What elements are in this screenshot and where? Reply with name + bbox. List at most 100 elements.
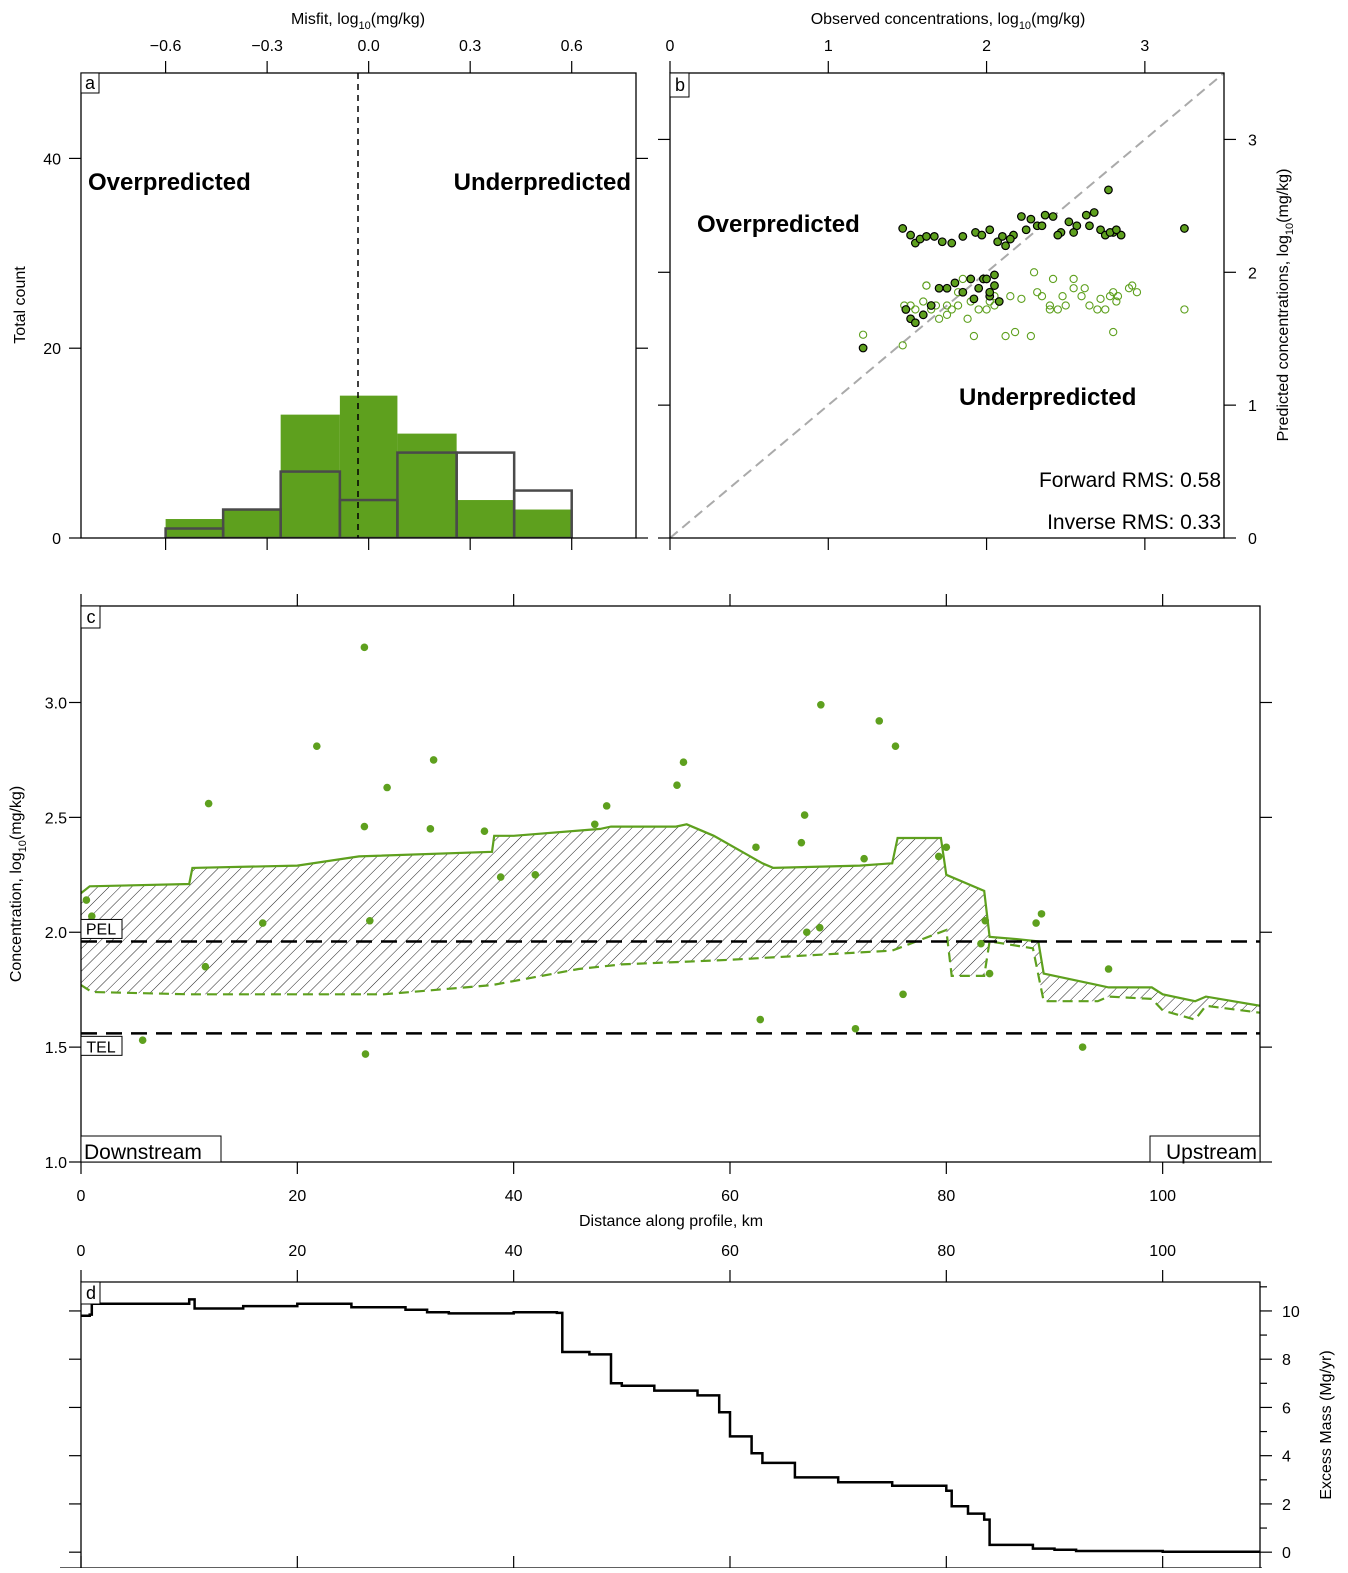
panel-c-upstream-label: Upstream — [1149, 1135, 1261, 1164]
scatter-point-filled — [1040, 210, 1050, 220]
scatter-point-filled — [977, 230, 987, 240]
scatter-point-filled — [1104, 185, 1113, 195]
panel-b-frame — [669, 72, 1225, 539]
panel-a-xtick-label: 0.6 — [561, 38, 583, 55]
scatter-point-open — [1128, 281, 1137, 290]
panel-b-tag: b — [669, 72, 690, 98]
panel-a-ytick-label: 0 — [52, 531, 61, 548]
panel-a-histogram: Misfit, log10(mg/kg) −0.6 −0.3 0.0 0.3 0.6 0 2… — [12, 11, 648, 550]
panel-c-axes: 0 20 40 60 80 100 1.0 1.5 2.0 2.5 3.0 — [45, 594, 1272, 1205]
svg-text:PEL: PEL — [86, 921, 116, 938]
panel-a-xtick-label: −0.6 — [150, 38, 182, 55]
scatter-point-filled — [910, 318, 920, 328]
scatter-point-filled — [969, 294, 979, 304]
scatter-point-open — [958, 274, 967, 284]
panel-d-xtick-label: 40 — [505, 1243, 523, 1260]
observation-point — [934, 852, 943, 861]
scatter-point-open — [974, 305, 983, 314]
panel-b-xtick-label: 3 — [1140, 38, 1149, 55]
observation-point — [258, 919, 267, 927]
observation-point — [1032, 919, 1040, 927]
panel-d-axes: 0 20 40 60 80 100 0 2 4 6 8 10 — [60, 1243, 1300, 1569]
panel-c-downstream-label: Downstream — [80, 1135, 222, 1164]
panel-b-overpredicted-label: Overpredicted — [697, 211, 860, 238]
observation-point — [875, 717, 884, 725]
observation-point — [679, 758, 688, 767]
panel-b-xlabel: Observed concentrations, log10(mg/kg) — [811, 11, 1086, 32]
panel-b-xtick-label: 0 — [666, 38, 675, 55]
panel-c-pel-label: PEL — [80, 918, 123, 939]
scatter-point-open — [1112, 297, 1121, 306]
panel-d-tag: d — [80, 1281, 101, 1305]
scatter-point-filled — [985, 225, 995, 235]
svg-text:Upstream: Upstream — [1166, 1141, 1257, 1164]
svg-text:Downstream: Downstream — [84, 1141, 202, 1164]
panel-c-upper-line — [81, 823, 1260, 1007]
scatter-point-filled — [1081, 210, 1091, 220]
scatter-point-filled — [937, 237, 947, 247]
scatter-point-filled — [1085, 221, 1094, 231]
scatter-point-filled — [1116, 230, 1126, 240]
histogram-bar-filled — [339, 395, 398, 538]
panel-c-xtick-label: 100 — [1149, 1188, 1176, 1205]
panel-d-ytick-label: 6 — [1282, 1400, 1291, 1417]
panel-b-scatter: Observed concentrations, log10(mg/kg) 0 1… — [658, 11, 1296, 550]
histogram-bar-outline — [512, 489, 573, 538]
scatter-point-filled — [1069, 228, 1079, 237]
scatter-point-filled — [1048, 212, 1058, 221]
scatter-point-filled — [1037, 221, 1047, 231]
panel-d-ytick-label: 4 — [1282, 1449, 1291, 1466]
observation-point — [985, 969, 994, 978]
scatter-point-filled — [1053, 230, 1063, 240]
panel-b-axes: 0 1 2 3 0 1 2 3 — [658, 38, 1257, 550]
observation-point — [860, 854, 868, 863]
panel-b-inverse-rms: Inverse RMS: 0.33 — [1047, 511, 1221, 534]
observation-point — [590, 820, 599, 829]
panel-c-xtick-label: 80 — [937, 1188, 955, 1205]
panel-c-ytick-label: 2.0 — [45, 925, 67, 942]
scatter-point-open — [1101, 305, 1110, 314]
observation-point — [88, 912, 96, 920]
scatter-point-filled — [1064, 217, 1074, 227]
scatter-point-open — [1096, 294, 1105, 304]
histogram-bar-filled — [223, 509, 281, 538]
scatter-point-filled — [929, 232, 939, 241]
panel-a-overpredicted-label: Overpredicted — [88, 169, 251, 196]
scatter-point-open — [1029, 268, 1039, 277]
svg-text:a: a — [85, 73, 96, 93]
panel-c-lower-line — [81, 928, 1260, 1021]
panel-d-frame — [80, 1281, 1261, 1568]
scatter-point-open — [1026, 331, 1036, 341]
scatter-point-open — [1045, 305, 1055, 314]
panel-d-ytick-label: 10 — [1282, 1304, 1300, 1321]
observation-point — [891, 742, 900, 750]
scatter-point-filled — [994, 297, 1004, 306]
observation-point — [82, 896, 91, 904]
scatter-point-open — [947, 305, 956, 314]
scatter-point-open — [1017, 294, 1026, 304]
panel-c-xtick-label: 20 — [288, 1188, 306, 1205]
panel-c-xtick-label: 60 — [721, 1188, 739, 1205]
histogram-bar-filled — [456, 500, 515, 538]
scatter-point-filled — [898, 224, 908, 233]
observation-point — [1078, 1043, 1087, 1051]
panel-a-bars — [164, 395, 573, 538]
panel-d-xtick-label: 100 — [1149, 1243, 1176, 1260]
scatter-point-filled — [1021, 225, 1031, 235]
panel-c-xlabel: Distance along profile, km — [579, 1213, 763, 1230]
scatter-point-filled — [958, 287, 968, 297]
scatter-point-open — [1006, 292, 1015, 301]
scatter-point-filled — [990, 281, 999, 290]
observation-point — [360, 822, 369, 831]
panel-d-excess-mass: 0 20 40 60 80 100 0 2 4 6 8 10 d Excess Mass (Mg/yr… — [60, 1243, 1335, 1569]
scatter-point-open — [1180, 305, 1189, 314]
scatter-point-open — [1077, 292, 1086, 301]
panel-a-frame — [80, 72, 637, 539]
panel-b-ytick-label: 0 — [1248, 531, 1257, 548]
panel-a-ytick-label: 40 — [43, 151, 61, 168]
scatter-point-open — [1080, 284, 1089, 293]
scatter-point-open — [898, 341, 907, 350]
observation-point — [204, 799, 213, 808]
scatter-point-filled — [958, 232, 968, 241]
